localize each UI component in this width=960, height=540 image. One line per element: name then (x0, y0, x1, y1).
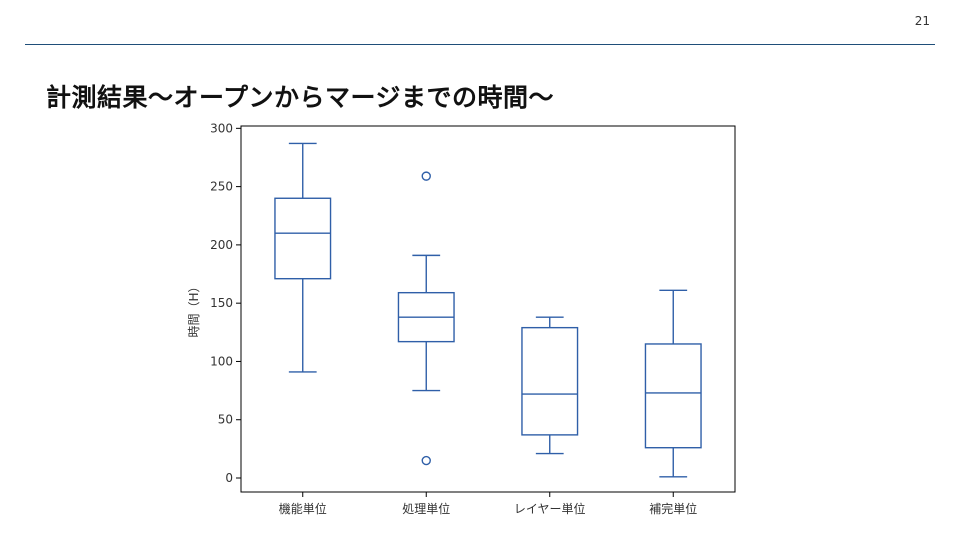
y-tick-label: 0 (225, 471, 233, 485)
page-number: 21 (914, 14, 930, 28)
header-rule (25, 44, 935, 45)
box-iqr (274, 197, 332, 280)
y-axis-title: 時間（H） (187, 280, 201, 337)
box-iqr (644, 343, 702, 449)
x-axis: 機能単位 処理単位 レイヤー単位 補完単位 (279, 492, 697, 516)
plot-frame (240, 125, 736, 493)
y-axis: 0 50 100 150 200 250 300 (210, 121, 241, 485)
y-tick-label: 100 (210, 354, 233, 368)
y-tick-label: 50 (218, 413, 233, 427)
outlier-point (421, 171, 431, 181)
x-tick-label: 補完単位 (649, 501, 697, 516)
x-tick-label: 処理単位 (402, 501, 450, 516)
y-tick-label: 300 (210, 121, 233, 135)
y-tick-label: 200 (210, 238, 233, 252)
x-tick-label: レイヤー単位 (514, 501, 586, 516)
boxes (274, 142, 702, 478)
slide-title: 計測結果～オープンからマージまでの時間～ (46, 83, 555, 112)
box-iqr (521, 326, 579, 436)
x-tick-label: 機能単位 (279, 501, 327, 516)
y-tick-label: 250 (210, 180, 233, 194)
y-tick-label: 150 (210, 296, 233, 310)
outlier-point (421, 455, 431, 466)
